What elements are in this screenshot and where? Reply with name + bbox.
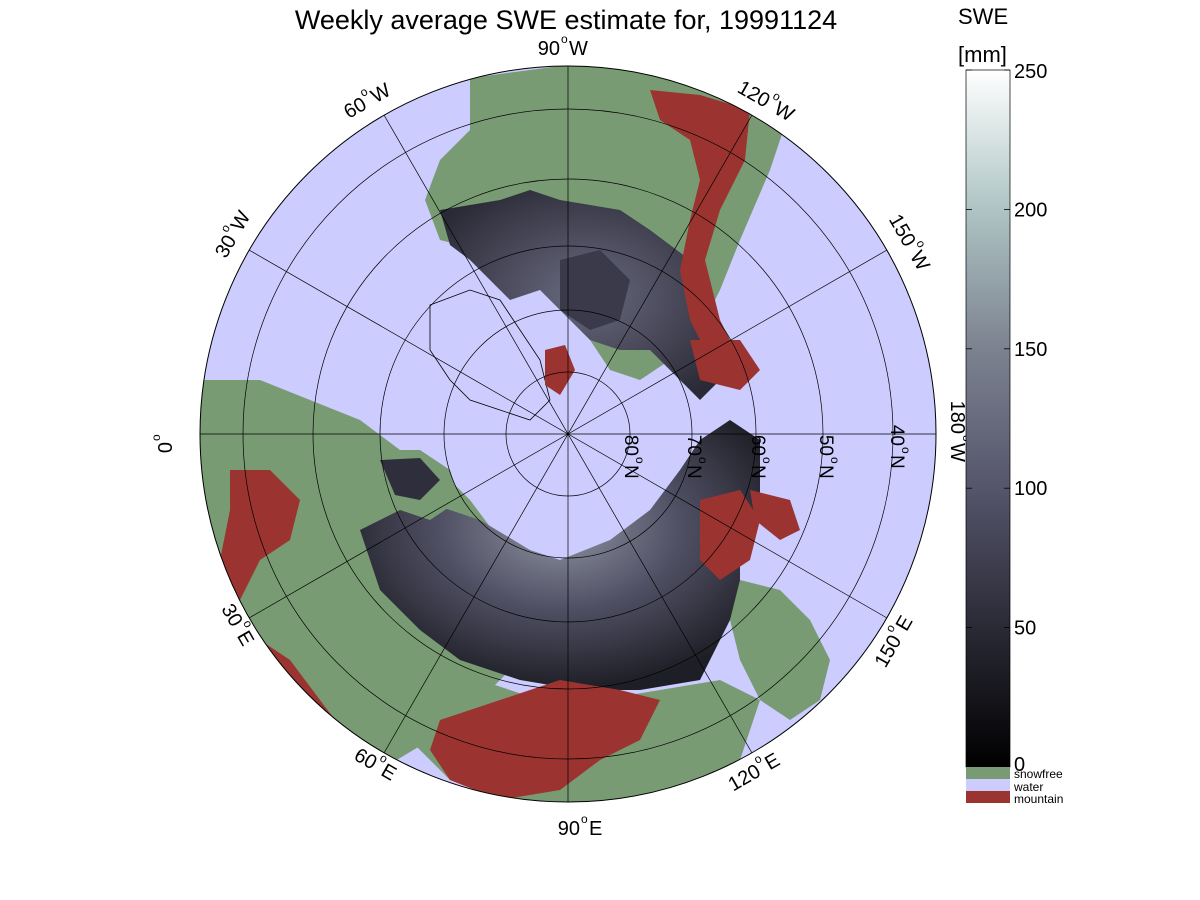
svg-text:N: N: [747, 465, 768, 479]
svg-text:30: 30: [211, 232, 241, 262]
lon-label-90w-dir: W: [569, 38, 588, 60]
alaska-mountain: [690, 340, 760, 390]
lat-label-60n: 60 o N: [747, 435, 774, 479]
lon-label-90e-num: 90: [558, 818, 580, 840]
svg-text:W: W: [367, 79, 394, 108]
colorbar-tick-label: 150: [1014, 339, 1047, 361]
arctic-islands-snow: [560, 250, 630, 330]
legend-swatch-mountain: [966, 791, 1010, 803]
svg-text:70: 70: [683, 435, 704, 456]
category-legend: snowfree water mountain: [966, 767, 1063, 806]
graticule: [200, 66, 936, 802]
colorbar-gradient: [965, 69, 1011, 768]
svg-text:o: o: [760, 457, 774, 464]
scandinavia-snow: [380, 458, 440, 500]
colorbar: SWE [mm] 250 200 150 100 50 0 snowfree water …: [958, 4, 1063, 806]
svg-text:W: W: [946, 443, 968, 462]
colorbar-tick-label: 100: [1014, 478, 1047, 500]
lat-label-70n: 70 o N: [683, 435, 710, 479]
lat-label-50n: 50 o N: [815, 435, 842, 479]
lon-label-0: 0 o: [149, 434, 177, 453]
svg-text:W: W: [905, 247, 934, 274]
svg-text:40: 40: [886, 425, 907, 446]
latitude-labels: 80 o N 70 o N 60 o N 50 o N 40 o N: [620, 425, 913, 479]
eurasia-snow: [360, 420, 760, 690]
svg-text:60: 60: [350, 744, 380, 774]
lon-label-90w-deg: o: [561, 32, 568, 46]
legend-label-snowfree: snowfree: [1014, 767, 1063, 781]
greenland-mountain: [545, 345, 575, 395]
lon-label-90e-dir: E: [589, 818, 602, 840]
east-asia-mountain: [700, 490, 760, 580]
lon-label-90w-num: 90: [538, 38, 560, 60]
colorbar-tick-label: 50: [1014, 618, 1036, 640]
svg-text:o: o: [696, 457, 710, 464]
lon-label-90e-deg: o: [581, 812, 588, 826]
europe-mountain: [220, 470, 350, 750]
map-border: [199, 65, 937, 803]
colorbar-title: SWE: [958, 4, 1008, 29]
svg-text:N: N: [620, 465, 641, 479]
greenland: [429, 289, 551, 421]
svg-text:N: N: [815, 465, 836, 479]
svg-text:E: E: [761, 749, 784, 775]
lat-label-80n: 80 o N: [620, 435, 647, 479]
meridian-150W-30E: [248, 249, 888, 619]
svg-text:150: 150: [871, 632, 907, 672]
svg-text:o: o: [899, 447, 913, 454]
lat-label-40n: 40 o N: [886, 425, 913, 469]
colorbar-tick-label: 250: [1014, 61, 1047, 83]
map-title: Weekly average SWE estimate for, 1999112…: [295, 5, 837, 35]
svg-text:0: 0: [155, 442, 177, 453]
central-asia-mountain: [430, 680, 660, 800]
svg-text:N: N: [683, 465, 704, 479]
svg-text:o: o: [828, 457, 842, 464]
kamchatka-mountain: [750, 490, 800, 540]
svg-text:o: o: [149, 434, 163, 441]
svg-text:180: 180: [946, 401, 968, 434]
north-america-mountain: [650, 90, 750, 370]
colorbar-ticks: 250 200 150 100 50 0: [966, 61, 1047, 776]
svg-text:80: 80: [620, 435, 641, 456]
colorbar-tick-label: 0: [1014, 754, 1025, 776]
svg-text:N: N: [886, 455, 907, 469]
svg-text:60: 60: [747, 435, 768, 456]
legend-label-water: water: [1013, 780, 1043, 794]
svg-text:o: o: [633, 457, 647, 464]
legend-swatch-water: [966, 779, 1010, 791]
legend-label-mountain: mountain: [1014, 792, 1063, 806]
svg-text:120: 120: [734, 77, 774, 113]
legend-swatch-snowfree: [966, 767, 1010, 779]
colorbar-tick-label: 200: [1014, 199, 1047, 221]
svg-text:E: E: [232, 627, 258, 650]
far-east-snowfree: [730, 580, 830, 720]
colorbar-unit: [mm]: [958, 42, 1007, 67]
svg-text:50: 50: [815, 435, 836, 456]
